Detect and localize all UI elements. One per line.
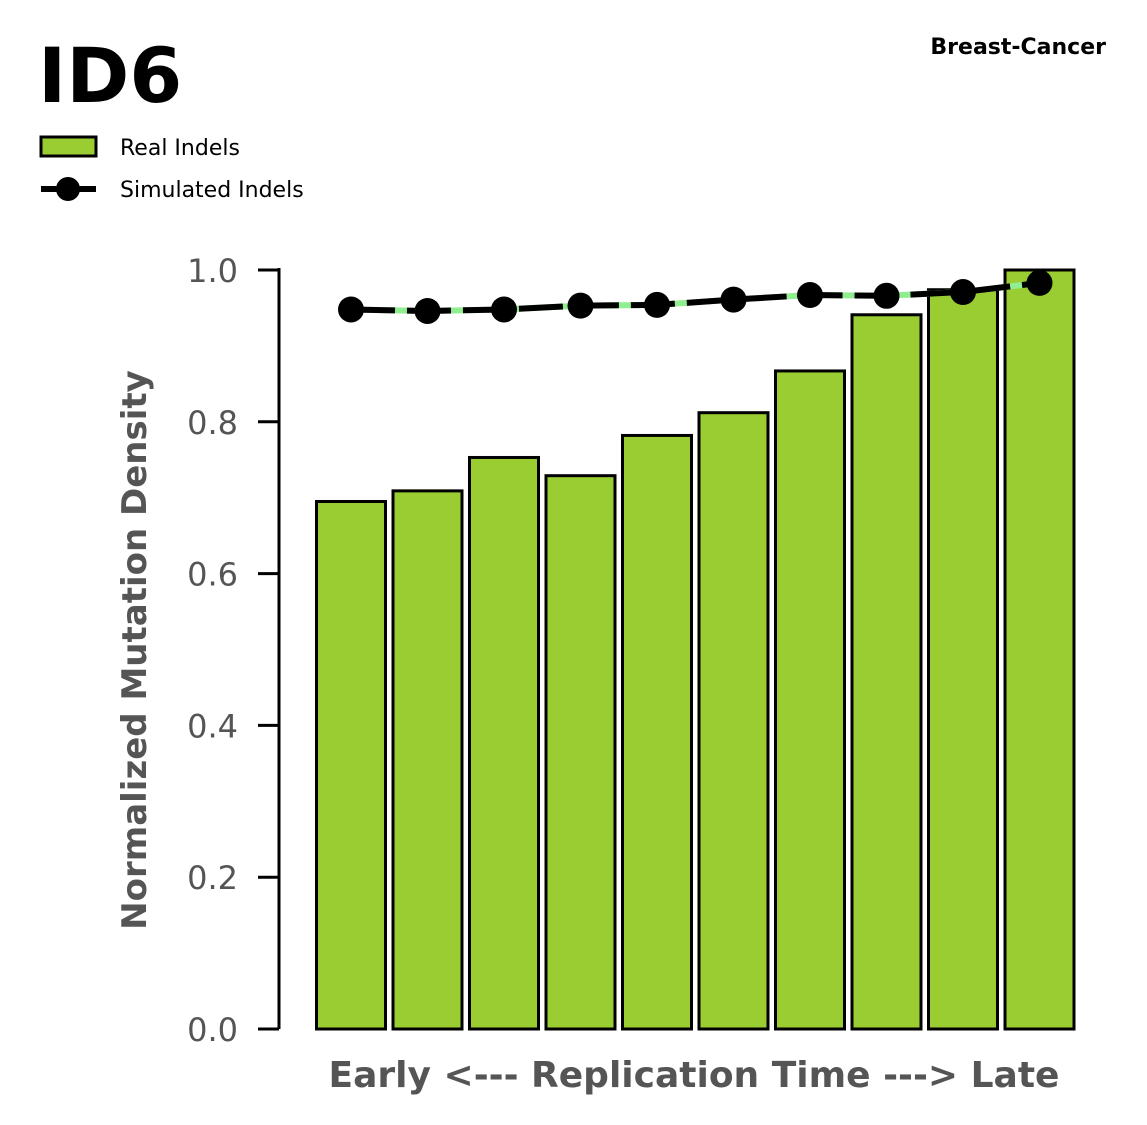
y-tick-label: 0.0 bbox=[187, 1011, 238, 1049]
point-simulated-indels-7 bbox=[797, 282, 823, 309]
y-tick-label: 1.0 bbox=[187, 252, 238, 290]
bar-real-indels-4 bbox=[544, 474, 617, 1031]
simulated-line bbox=[338, 269, 1053, 324]
y-tick-label: 0.4 bbox=[187, 707, 238, 745]
y-tick-label: 0.6 bbox=[187, 556, 238, 594]
point-simulated-indels-2 bbox=[414, 297, 441, 324]
chart-title: ID6 bbox=[38, 31, 182, 120]
bar-real-indels-5 bbox=[621, 433, 693, 1031]
y-ticks: 0.0 0.2 0.4 0.6 0.8 1.0 bbox=[187, 252, 279, 1049]
point-simulated-indels-5 bbox=[644, 291, 670, 318]
bar-real-indels-10 bbox=[1003, 268, 1076, 1031]
legend-label-real-indels: Real Indels bbox=[120, 136, 240, 161]
point-simulated-indels-8 bbox=[873, 282, 900, 309]
legend-swatch-real-indels bbox=[39, 135, 98, 158]
point-simulated-indels-1 bbox=[338, 296, 364, 323]
y-axis-label: Normalized Mutation Density bbox=[115, 370, 155, 930]
x-axis-label: Early <--- Replication Time ---> Late bbox=[329, 1055, 1060, 1096]
point-simulated-indels-10 bbox=[1026, 269, 1053, 296]
legend: Real Indels Simulated Indels bbox=[39, 135, 304, 203]
legend-label-simulated-indels: Simulated Indels bbox=[120, 178, 304, 203]
legend-marker-simulated-indels bbox=[56, 177, 80, 201]
bar-real-indels-8 bbox=[850, 313, 923, 1031]
bar-real-indels-7 bbox=[774, 369, 846, 1031]
chart-subtitle: Breast-Cancer bbox=[930, 35, 1106, 60]
point-simulated-indels-4 bbox=[567, 292, 594, 319]
bar-real-indels-2 bbox=[391, 489, 464, 1031]
bar-real-indels-9 bbox=[927, 288, 999, 1031]
bars bbox=[315, 268, 1076, 1031]
simulated-line-path bbox=[350, 279, 1040, 314]
y-tick-label: 0.2 bbox=[187, 859, 238, 897]
point-simulated-indels-9 bbox=[950, 279, 976, 306]
bar-real-indels-3 bbox=[468, 455, 540, 1031]
y-tick-label: 0.8 bbox=[187, 404, 238, 442]
bar-real-indels-1 bbox=[315, 499, 387, 1031]
bar-real-indels-6 bbox=[697, 411, 770, 1031]
point-simulated-indels-3 bbox=[491, 296, 517, 323]
point-simulated-indels-6 bbox=[720, 286, 747, 313]
